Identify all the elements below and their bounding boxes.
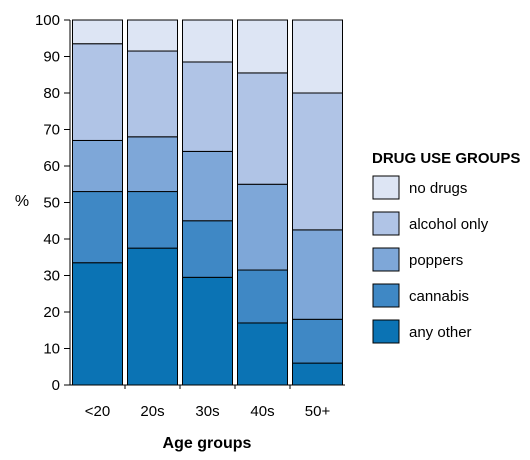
bar-segment bbox=[237, 183, 288, 271]
y-axis-ticks: 0 10 20 30 40 50 60 70 80 90 100 bbox=[35, 12, 70, 394]
y-tick-label: 90 bbox=[43, 49, 60, 66]
legend-label: poppers bbox=[409, 252, 463, 269]
legend-label: any other bbox=[409, 324, 472, 341]
x-tick-label: 50+ bbox=[305, 403, 331, 420]
y-tick-label: 100 bbox=[35, 12, 60, 29]
bar-segment bbox=[127, 136, 178, 193]
y-tick-label: 0 bbox=[52, 377, 60, 394]
bar-segment bbox=[292, 92, 343, 231]
bar-segment bbox=[292, 229, 343, 320]
bar-segment bbox=[182, 150, 233, 222]
y-tick-label: 30 bbox=[43, 268, 60, 285]
legend-label: no drugs bbox=[409, 180, 467, 197]
bar-segment bbox=[292, 19, 343, 94]
bar-segment bbox=[237, 269, 288, 324]
legend-label: alcohol only bbox=[409, 216, 489, 233]
bar-segment bbox=[127, 50, 178, 138]
y-tick-label: 20 bbox=[43, 304, 60, 321]
x-tick-label: 20s bbox=[140, 403, 164, 420]
x-tick-label: 30s bbox=[195, 403, 219, 420]
bar-segment bbox=[72, 139, 123, 193]
bar-segment bbox=[292, 318, 343, 364]
x-axis-ticks: <20 20s 30s 40s 50+ bbox=[85, 385, 331, 420]
bar-segment bbox=[127, 247, 178, 386]
x-tick-label: 40s bbox=[250, 403, 274, 420]
bar-segment bbox=[237, 322, 288, 386]
bar-segment bbox=[127, 19, 178, 52]
bar-segment bbox=[237, 72, 288, 185]
legend-swatch bbox=[372, 319, 400, 344]
bar-segment bbox=[182, 19, 233, 63]
legend-swatch bbox=[372, 211, 400, 236]
legend-title: DRUG USE GROUPS bbox=[372, 150, 520, 167]
bar-segment bbox=[292, 362, 343, 386]
y-tick-label: 10 bbox=[43, 341, 60, 358]
x-axis-title: Age groups bbox=[163, 435, 252, 452]
bar-segment bbox=[182, 61, 233, 152]
bar-segment bbox=[72, 191, 123, 264]
bar-segment bbox=[72, 262, 123, 386]
legend-swatch bbox=[372, 175, 400, 200]
legend-label: cannabis bbox=[409, 288, 469, 305]
bar-segment bbox=[72, 19, 123, 45]
y-tick-label: 60 bbox=[43, 158, 60, 175]
y-tick-label: 40 bbox=[43, 231, 60, 248]
y-tick-label: 50 bbox=[43, 195, 60, 212]
legend-swatch bbox=[372, 247, 400, 272]
bar-segment bbox=[182, 220, 233, 278]
legend: DRUG USE GROUPS no drugs alcohol only popp… bbox=[372, 150, 520, 344]
y-tick-label: 70 bbox=[43, 122, 60, 139]
bar-segment bbox=[237, 19, 288, 74]
legend-swatch bbox=[372, 283, 400, 308]
bar-segment bbox=[127, 191, 178, 249]
y-axis-label: % bbox=[15, 193, 29, 210]
bar-segment bbox=[182, 276, 233, 386]
y-tick-label: 80 bbox=[43, 85, 60, 102]
bars bbox=[72, 19, 343, 386]
x-tick-label: <20 bbox=[85, 403, 110, 420]
bar-segment bbox=[72, 43, 123, 141]
